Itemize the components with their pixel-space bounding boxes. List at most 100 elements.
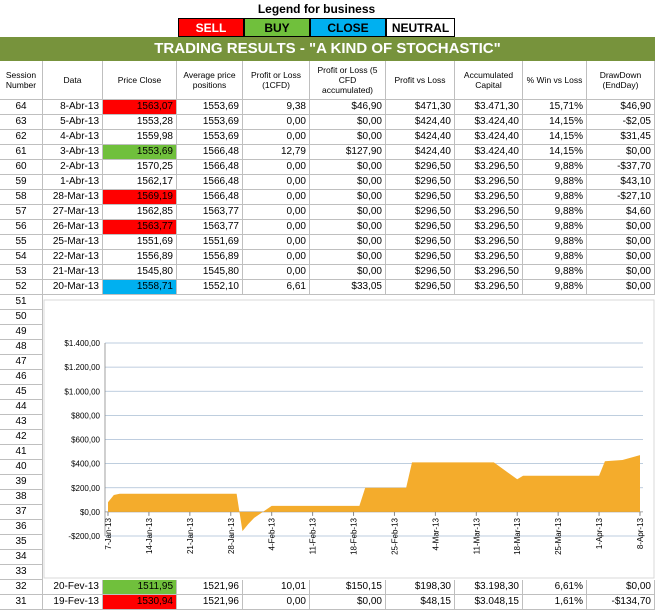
table-cell: 1559,98 — [103, 130, 177, 145]
table-cell: 1566,48 — [177, 175, 243, 190]
table-cell: $296,50 — [386, 250, 455, 265]
x-tick-label: 28-Jan-13 — [227, 517, 236, 554]
header-cell: Data — [43, 61, 103, 100]
table-cell: $33,05 — [310, 280, 386, 295]
table-cell: $3.296,50 — [455, 280, 523, 295]
x-tick-label: 21-Jan-13 — [186, 517, 195, 554]
table-cell: $3.296,50 — [455, 160, 523, 175]
table-cell: $3.424,40 — [455, 115, 523, 130]
x-tick-label: 7-Jan-13 — [104, 517, 113, 549]
legend-item: NEUTRAL — [386, 18, 455, 37]
y-tick-label: $800,00 — [71, 411, 100, 420]
table-cell: $471,30 — [386, 100, 455, 115]
table-cell: 0,00 — [243, 250, 310, 265]
table-cell: 1563,07 — [103, 100, 177, 115]
table-cell: $0,00 — [310, 175, 386, 190]
x-tick-label: 11-Mar-13 — [472, 517, 481, 554]
table-cell: -$37,70 — [587, 160, 655, 175]
header-cell: DrawDown (EndDay) — [587, 61, 655, 100]
table-cell: 21-Mar-13 — [43, 265, 103, 280]
table-cell: $0,00 — [310, 265, 386, 280]
table-cell: $296,50 — [386, 205, 455, 220]
table-cell: $127,90 — [310, 145, 386, 160]
row-number: 42 — [0, 430, 43, 445]
table-cell: 1566,48 — [177, 145, 243, 160]
table-cell: $0,00 — [310, 220, 386, 235]
y-tick-label: $1.000,00 — [64, 387, 100, 396]
table-cell: 53 — [0, 265, 43, 280]
x-tick-label: 4-Feb-13 — [268, 517, 277, 550]
title-bar: TRADING RESULTS - "A KIND OF STOCHASTIC" — [0, 37, 655, 61]
table-cell: $3.296,50 — [455, 250, 523, 265]
table-cell: 1551,69 — [177, 235, 243, 250]
table-cell: 1570,25 — [103, 160, 177, 175]
x-tick-label: 25-Feb-13 — [390, 517, 399, 554]
table-cell: $296,50 — [386, 190, 455, 205]
table-cell: $0,00 — [310, 235, 386, 250]
table-cell: 1553,69 — [177, 115, 243, 130]
table-cell: $4,60 — [587, 205, 655, 220]
table-cell: $296,50 — [386, 175, 455, 190]
table-cell: 0,00 — [243, 190, 310, 205]
table-cell: 2-Abr-13 — [43, 160, 103, 175]
legend-item: CLOSE — [310, 18, 386, 37]
row-number: 39 — [0, 475, 43, 490]
table-cell: $46,90 — [310, 100, 386, 115]
table-cell: $424,40 — [386, 115, 455, 130]
x-tick-label: 25-Mar-13 — [554, 517, 563, 554]
table-cell: 57 — [0, 205, 43, 220]
table-cell: 1566,48 — [177, 160, 243, 175]
table-cell: $0,00 — [587, 265, 655, 280]
table-cell: $0,00 — [587, 580, 655, 595]
x-tick-label: 11-Feb-13 — [309, 517, 318, 554]
table-cell: 3-Abr-13 — [43, 145, 103, 160]
table-cell: 55 — [0, 235, 43, 250]
table-cell: 1556,89 — [103, 250, 177, 265]
table-cell: 9,88% — [523, 160, 587, 175]
table-cell: 1566,48 — [177, 190, 243, 205]
table-cell: $0,00 — [310, 160, 386, 175]
header-cell: Profit or Loss (5 CFD accumulated) — [310, 61, 386, 100]
row-number: 50 — [0, 310, 43, 325]
table-cell: $296,50 — [386, 280, 455, 295]
x-tick-label: 4-Mar-13 — [431, 517, 440, 550]
table-cell: 27-Mar-13 — [43, 205, 103, 220]
header-cell: Average price positions — [177, 61, 243, 100]
chart-area — [43, 299, 655, 579]
row-number: 43 — [0, 415, 43, 430]
table-cell: 4-Abr-13 — [43, 130, 103, 145]
table-cell: 1553,69 — [177, 100, 243, 115]
header-cell: Profit vs Loss — [386, 61, 455, 100]
row-number: 46 — [0, 370, 43, 385]
table-cell: $3.424,40 — [455, 145, 523, 160]
table-cell: 28-Mar-13 — [43, 190, 103, 205]
row-number: 48 — [0, 340, 43, 355]
table-cell: 1556,89 — [177, 250, 243, 265]
table-cell: 32 — [0, 580, 43, 595]
table-cell: $43,10 — [587, 175, 655, 190]
table-cell: 9,38 — [243, 100, 310, 115]
legend-item: BUY — [244, 18, 310, 37]
table-cell: 56 — [0, 220, 43, 235]
row-number: 47 — [0, 355, 43, 370]
table-cell: $3.296,50 — [455, 175, 523, 190]
table-cell: $198,30 — [386, 580, 455, 595]
table-cell: $424,40 — [386, 145, 455, 160]
table-cell: $0,00 — [587, 280, 655, 295]
row-number: 37 — [0, 505, 43, 520]
table-cell: 1521,96 — [177, 580, 243, 595]
header-cell: Session Number — [0, 61, 43, 100]
row-number: 36 — [0, 520, 43, 535]
table-cell: $150,15 — [310, 580, 386, 595]
table-cell: 54 — [0, 250, 43, 265]
table-cell: 1-Abr-13 — [43, 175, 103, 190]
table-cell: 1563,77 — [103, 220, 177, 235]
table-cell: $0,00 — [310, 250, 386, 265]
table-cell: 0,00 — [243, 175, 310, 190]
table-cell: $0,00 — [587, 145, 655, 160]
table-cell: 9,88% — [523, 280, 587, 295]
table-cell: 26-Mar-13 — [43, 220, 103, 235]
table-cell: $296,50 — [386, 160, 455, 175]
